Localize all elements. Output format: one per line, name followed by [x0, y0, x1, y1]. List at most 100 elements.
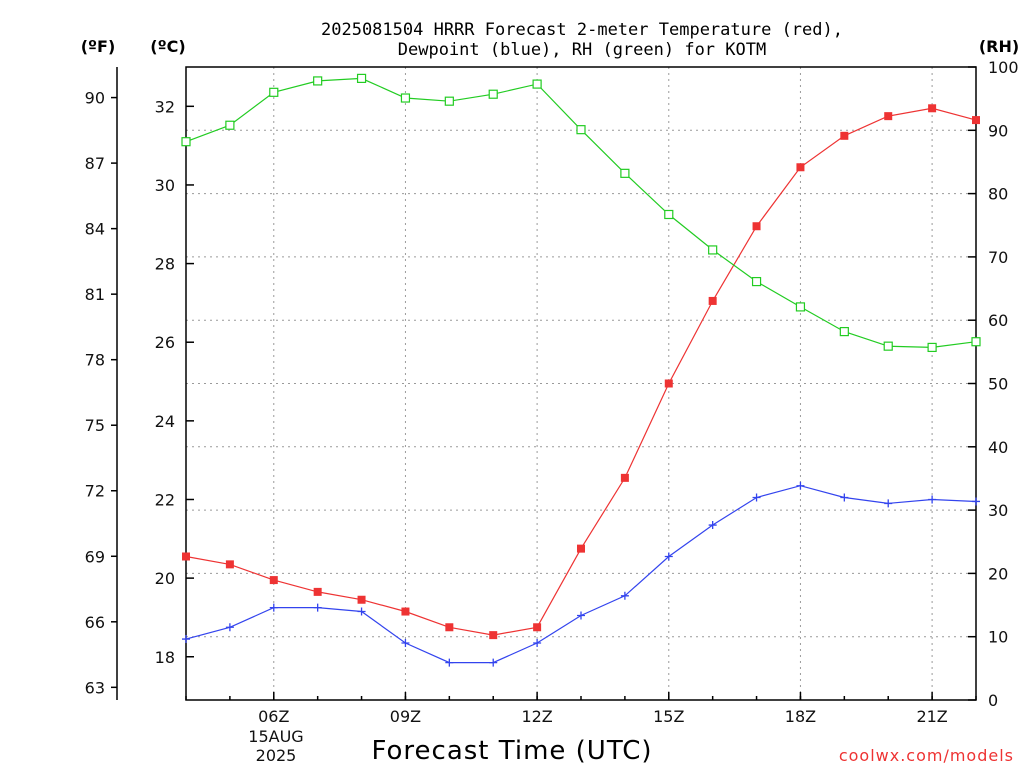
- rh-tick-label-0: 0: [988, 691, 998, 710]
- rh-point-7: [313, 76, 323, 86]
- celsius-tick-label-28: 28: [155, 255, 175, 274]
- rh-point-5: [225, 120, 235, 130]
- credit-text: coolwx.com/models: [839, 746, 1014, 765]
- axes-layer: 06Z 09Z 12Z 15Z 18Z 21Z 18 20 22 24 26 28 30 32 63 66 69…: [85, 58, 1019, 726]
- date-label-year: 2025: [256, 746, 297, 765]
- dewpoint-point-7: [313, 603, 322, 612]
- dewpoint-point-13: [577, 611, 585, 620]
- series-layer: [181, 73, 981, 667]
- temperature-point-6: [269, 576, 278, 585]
- rh-tick-label-60: 60: [988, 311, 1008, 330]
- rh-tick-label-100: 100: [988, 58, 1019, 77]
- rh-point-6: [269, 87, 279, 97]
- temperature-point-5: [225, 560, 234, 569]
- temperature-point-13: [577, 544, 585, 553]
- x-tick-label-21Z: 21Z: [916, 707, 947, 726]
- dewpoint-point-8: [357, 607, 366, 616]
- rh-point-22: [971, 337, 981, 347]
- dewpoint-point-5: [225, 623, 234, 632]
- rh-point-19: [839, 326, 849, 337]
- temperature-point-20: [884, 112, 893, 121]
- temperature-point-14: [620, 473, 629, 482]
- rh-tick-label-50: 50: [988, 375, 1008, 394]
- fahrenheit-tick-label-63: 63: [85, 678, 105, 697]
- fahrenheit-tick-label-75: 75: [85, 416, 105, 435]
- rh-point-8: [356, 73, 367, 83]
- rh-point-16: [708, 245, 718, 255]
- rh-point-14: [620, 168, 630, 178]
- temperature-point-22: [972, 116, 980, 125]
- celsius-tick-label-22: 22: [155, 490, 175, 509]
- rh-point-17: [751, 276, 762, 287]
- rh-tick-label-90: 90: [988, 121, 1008, 140]
- dewpoint-point-20: [884, 499, 893, 508]
- dewpoint-point-12: [533, 638, 542, 647]
- celsius-unit-label: (ºC): [150, 37, 185, 56]
- x-tick-label-06Z: 06Z: [258, 707, 289, 726]
- dewpoint-point-4: [182, 635, 190, 644]
- celsius-tick-label-26: 26: [155, 333, 175, 352]
- date-label-day: 15AUG: [248, 727, 303, 746]
- fahrenheit-tick-label-69: 69: [85, 547, 105, 566]
- dewpoint-point-6: [269, 603, 278, 612]
- celsius-tick-label-32: 32: [155, 97, 175, 116]
- temperature-point-16: [708, 296, 717, 305]
- celsius-tick-label-30: 30: [155, 176, 175, 195]
- celsius-tick-label-18: 18: [155, 648, 175, 667]
- temperature-point-21: [928, 104, 937, 113]
- temperature-point-15: [664, 379, 673, 388]
- temperature-point-18: [796, 163, 805, 172]
- temperature-point-8: [357, 595, 366, 604]
- dewpoint-point-14: [620, 591, 629, 600]
- temperature-point-12: [533, 623, 542, 632]
- celsius-tick-label-24: 24: [155, 412, 175, 431]
- fahrenheit-tick-label-81: 81: [85, 285, 105, 304]
- temperature-point-11: [489, 631, 498, 640]
- rh-point-10: [444, 96, 454, 106]
- fahrenheit-tick-label-84: 84: [85, 220, 105, 239]
- temperature-point-19: [840, 131, 849, 140]
- rh-point-11: [488, 89, 498, 99]
- rh-point-12: [532, 79, 542, 89]
- dewpoint-point-16: [708, 521, 717, 530]
- rh-tick-label-10: 10: [988, 628, 1008, 647]
- rh-point-18: [795, 302, 806, 312]
- rh-tick-label-30: 30: [988, 501, 1008, 520]
- rh-tick-label-70: 70: [988, 248, 1008, 267]
- rh-line: [185, 77, 977, 349]
- dewpoint-point-9: [401, 638, 410, 647]
- dewpoint-point-22: [972, 497, 980, 506]
- fahrenheit-tick-label-78: 78: [85, 351, 105, 370]
- rh-point-4: [181, 137, 191, 147]
- dewpoint-point-17: [752, 493, 761, 502]
- temperature-point-4: [182, 552, 190, 561]
- rh-point-15: [664, 209, 674, 220]
- temperature-point-10: [445, 623, 454, 632]
- rh-point-21: [927, 342, 937, 353]
- celsius-tick-label-20: 20: [155, 569, 175, 588]
- dewpoint-point-19: [840, 493, 849, 502]
- dewpoint-point-10: [445, 658, 454, 667]
- rh-point-20: [883, 341, 893, 351]
- x-tick-label-12Z: 12Z: [521, 707, 552, 726]
- fahrenheit-tick-label-90: 90: [85, 89, 105, 108]
- dewpoint-point-18: [796, 481, 805, 490]
- dewpoint-point-21: [928, 495, 937, 504]
- temperature-point-9: [401, 607, 410, 616]
- fahrenheit-unit-label: (ºF): [81, 37, 116, 56]
- chart-title-line-2: Dewpoint (blue), RH (green) for KOTM: [398, 40, 766, 60]
- rh-point-9: [400, 93, 411, 103]
- grid-layer: [186, 67, 976, 700]
- rh-tick-label-40: 40: [988, 438, 1008, 457]
- dewpoint-point-15: [664, 552, 673, 561]
- fahrenheit-tick-label-72: 72: [85, 482, 105, 501]
- x-axis-title: Forecast Time (UTC): [371, 736, 652, 766]
- rh-tick-label-80: 80: [988, 185, 1008, 204]
- rh-point-13: [576, 125, 586, 135]
- plot-frame: [185, 66, 977, 701]
- dewpoint-point-11: [489, 658, 498, 667]
- chart-title-line-1: 2025081504 HRRR Forecast 2-meter Tempera…: [321, 20, 843, 40]
- temperature-point-7: [313, 587, 322, 596]
- temperature-point-17: [752, 222, 761, 231]
